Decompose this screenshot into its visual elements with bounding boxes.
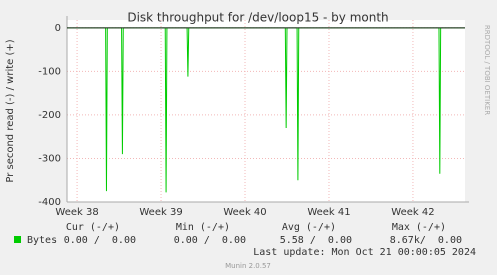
x-tick-label: Week 38	[55, 207, 98, 218]
summary-header: Max (-/+)	[392, 222, 446, 233]
legend-label: Bytes	[27, 235, 57, 246]
chart-title: Disk throughput for /dev/loop15 - by mon…	[127, 11, 388, 25]
summary-cell: 8.67k/ 0.00	[390, 235, 462, 246]
x-tick-label: Week 42	[391, 207, 434, 218]
plot-area	[67, 20, 465, 202]
y-tick-label: -100	[38, 66, 61, 77]
x-tick-label: Week 40	[223, 207, 266, 218]
summary-cell: 5.58 / 0.00	[280, 235, 352, 246]
footer: Munin 2.0.57	[225, 262, 271, 270]
summary-header: Avg (-/+)	[282, 222, 336, 233]
last-update: Last update: Mon Oct 21 00:00:05 2024	[253, 247, 476, 258]
y-tick-label: -200	[38, 110, 61, 121]
summary-cell: 0.00 / 0.00	[64, 235, 136, 246]
y-tick-label: -300	[38, 153, 61, 164]
summary-header: Min (-/+)	[176, 222, 230, 233]
x-tick-label: Week 41	[307, 207, 350, 218]
side-text: RRDTOOL / TOBI OETIKER	[483, 25, 491, 115]
x-tick-label: Week 39	[139, 207, 182, 218]
y-tick-label: 0	[55, 23, 61, 34]
summary-cell: 0.00 / 0.00	[174, 235, 246, 246]
legend-swatch	[14, 236, 21, 243]
y-tick-label: -400	[38, 197, 61, 208]
y-axis-label: Pr second read (-) / write (+)	[5, 39, 16, 182]
summary-header: Cur (-/+)	[66, 222, 120, 233]
